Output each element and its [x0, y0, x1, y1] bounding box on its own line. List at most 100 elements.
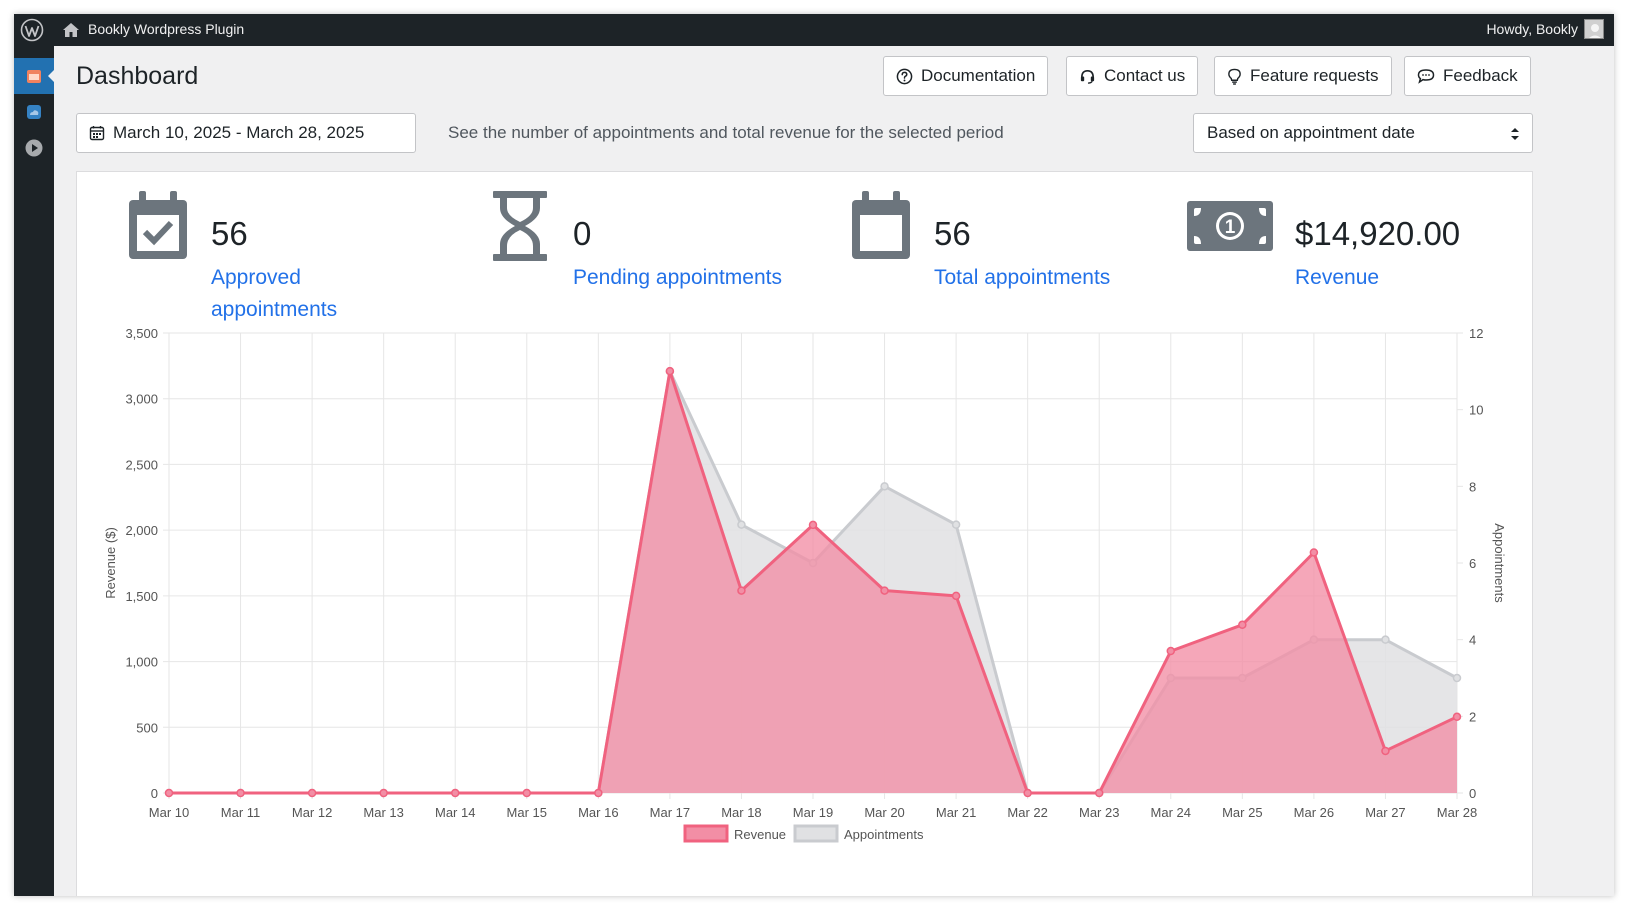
appointments-point — [880, 482, 889, 491]
legend-label-appointments: Appointments — [844, 827, 924, 842]
svg-text:1: 1 — [1225, 217, 1236, 238]
menu-item-cloud[interactable] — [14, 94, 54, 130]
revenue-point — [1309, 548, 1319, 557]
revenue-point — [1452, 712, 1462, 722]
pending-link[interactable]: Pending appointments — [573, 266, 782, 289]
home-icon[interactable] — [62, 21, 80, 39]
revenue-point — [1166, 646, 1176, 656]
x-tick-label: Mar 24 — [1151, 805, 1191, 820]
revenue-point — [951, 591, 961, 601]
x-tick-label: Mar 27 — [1365, 805, 1405, 820]
revenue-point — [450, 788, 460, 798]
date-range-value: March 10, 2025 - March 28, 2025 — [113, 123, 365, 142]
revenue-point — [379, 788, 388, 798]
pending-count: 0 — [573, 215, 592, 252]
feedback-button[interactable]: Feedback — [1404, 56, 1531, 96]
legend-swatch-revenue — [683, 824, 729, 843]
x-tick-label: Mar 16 — [578, 805, 618, 820]
y2-tick-label: 0 — [1469, 786, 1476, 801]
legend-label-revenue: Revenue — [734, 827, 786, 842]
site-name-link[interactable]: Bookly Wordpress Plugin — [88, 21, 245, 37]
y-tick-label: 0 — [151, 786, 158, 801]
revenue-point — [880, 586, 889, 595]
contact-us-button[interactable]: Contact us — [1066, 56, 1199, 96]
user-greeting[interactable]: Howdy, Bookly — [1486, 21, 1578, 37]
x-tick-label: Mar 12 — [292, 805, 332, 820]
dashboard-card: 56 Approved appointments 0 Pending appoi… — [76, 171, 1533, 896]
lightbulb-icon — [1228, 68, 1241, 85]
x-tick-label: Mar 14 — [435, 805, 475, 820]
browser-window: Bookly Wordpress Plugin Howdy, Bookly Da — [14, 14, 1614, 896]
calendar-icon — [89, 126, 105, 141]
admin-bar: Bookly Wordpress Plugin Howdy, Bookly — [14, 14, 1614, 46]
wordpress-logo-icon[interactable] — [20, 18, 44, 42]
y2-tick-label: 10 — [1469, 403, 1483, 418]
select-arrows-icon — [1511, 128, 1519, 140]
appointments-point — [1381, 635, 1390, 644]
y-tick-label: 2,500 — [125, 457, 158, 472]
calendar-check-icon — [129, 191, 187, 259]
chat-bubble-icon — [1417, 69, 1435, 84]
revenue-point — [665, 366, 675, 376]
date-range-picker[interactable]: March 10, 2025 - March 28, 2025 — [76, 113, 416, 153]
revenue-link[interactable]: Revenue — [1295, 266, 1380, 289]
y2-axis-title: Appointments — [1492, 523, 1507, 603]
y2-tick-label: 6 — [1469, 556, 1476, 571]
revenue-point — [236, 788, 245, 798]
total-link[interactable]: Total appointments — [934, 266, 1111, 289]
approved-count: 56 — [211, 215, 248, 252]
feature-requests-button[interactable]: Feature requests — [1214, 56, 1392, 96]
y-axis-title: Revenue ($) — [103, 527, 118, 599]
revenue-point — [1238, 620, 1247, 630]
date-basis-value: Based on appointment date — [1207, 123, 1415, 142]
date-basis-select[interactable]: Based on appointment date — [1193, 113, 1533, 153]
revenue-point — [164, 788, 174, 798]
y-tick-label: 3,500 — [125, 326, 158, 341]
revenue-point — [594, 788, 603, 798]
x-tick-label: Mar 22 — [1007, 805, 1047, 820]
period-hint-text: See the number of appointments and total… — [448, 123, 1004, 142]
documentation-label: Documentation — [921, 66, 1036, 85]
play-icon — [25, 139, 43, 157]
x-tick-label: Mar 28 — [1437, 805, 1477, 820]
revenue-point — [522, 788, 532, 798]
revenue-point — [307, 788, 317, 798]
calendar-icon — [27, 70, 41, 83]
y2-tick-label: 4 — [1469, 633, 1476, 648]
question-circle-icon — [896, 68, 913, 84]
y-tick-label: 1,500 — [125, 589, 158, 604]
headset-icon — [1080, 69, 1095, 84]
x-tick-label: Mar 19 — [793, 805, 833, 820]
menu-item-media[interactable] — [14, 130, 54, 166]
page-title: Dashboard — [76, 62, 199, 90]
appointments-point — [737, 520, 746, 529]
revenue-point — [1094, 788, 1104, 798]
revenue-point — [808, 520, 818, 530]
x-tick-label: Mar 21 — [936, 805, 976, 820]
contact-us-label: Contact us — [1104, 66, 1186, 85]
y-tick-label: 1,000 — [125, 655, 158, 670]
x-tick-label: Mar 17 — [650, 805, 690, 820]
y-tick-label: 3,000 — [125, 392, 158, 407]
user-avatar[interactable] — [1584, 19, 1604, 39]
banknote-icon: 1 — [1187, 201, 1273, 251]
y-tick-label: 500 — [136, 720, 158, 735]
y2-tick-label: 12 — [1469, 326, 1483, 341]
calendar-icon — [852, 191, 910, 259]
revenue-appointments-chart: Mar 10 Mar 11 Mar 12 Mar 13 Mar 14 Mar 15 Mar … — [103, 326, 1507, 843]
appointments-point — [951, 520, 961, 529]
y2-tick-label: 2 — [1469, 709, 1476, 724]
revenue-point — [1381, 746, 1390, 756]
x-tick-label: Mar 23 — [1079, 805, 1119, 820]
y2-tick-label: 8 — [1469, 479, 1476, 494]
approved-link[interactable]: Approved appointments — [211, 266, 338, 321]
revenue-area — [169, 371, 1457, 793]
x-tick-label: Mar 18 — [721, 805, 761, 820]
menu-item-bookly[interactable] — [14, 58, 54, 94]
appointments-point — [1452, 673, 1462, 683]
x-tick-label: Mar 26 — [1294, 805, 1334, 820]
legend-swatch-appointments — [793, 824, 839, 843]
documentation-button[interactable]: Documentation — [883, 56, 1049, 96]
total-count: 56 — [934, 215, 971, 252]
feedback-label: Feedback — [1443, 66, 1518, 85]
